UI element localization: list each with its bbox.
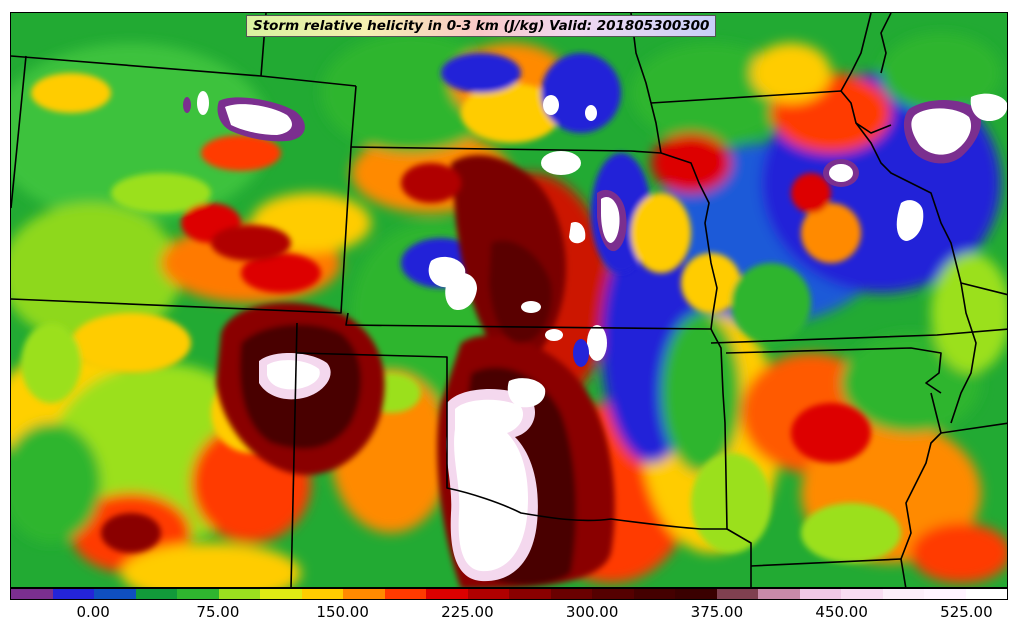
colorbar-tick-label: 75.00 bbox=[196, 603, 240, 621]
colorbar-segment bbox=[301, 589, 343, 599]
colorbar-segment bbox=[799, 589, 841, 599]
field-max-cores bbox=[183, 91, 1007, 582]
colorbar-labels: 0.00 75.00 150.00 225.00 300.00 375.00 450.00 5… bbox=[10, 601, 1008, 625]
colorbar-segment bbox=[11, 589, 53, 599]
colorbar-tick-label: 525.00 bbox=[940, 603, 993, 621]
colorbar-segment bbox=[343, 589, 385, 599]
colorbar bbox=[10, 588, 1008, 600]
colorbar-segment bbox=[509, 589, 551, 599]
colorbar-segment bbox=[260, 589, 302, 599]
colorbar-segment bbox=[592, 589, 634, 599]
colorbar-tick-label: 150.00 bbox=[316, 603, 369, 621]
colorbar-tick-label: 0.00 bbox=[76, 603, 110, 621]
colorbar-segment bbox=[965, 589, 1007, 599]
helicity-map bbox=[10, 12, 1008, 588]
colorbar-segment bbox=[467, 589, 509, 599]
colorbar-segment bbox=[716, 589, 758, 599]
helicity-field-svg bbox=[11, 13, 1007, 587]
colorbar-segment bbox=[924, 589, 966, 599]
map-title: Storm relative helicity in 0-3 km (J/kg)… bbox=[246, 15, 717, 37]
colorbar-segment bbox=[633, 589, 675, 599]
colorbar-segment bbox=[882, 589, 924, 599]
colorbar-segment bbox=[384, 589, 426, 599]
colorbar-segment bbox=[550, 589, 592, 599]
colorbar-segment bbox=[177, 589, 219, 599]
colorbar-segment bbox=[94, 589, 136, 599]
colorbar-segment bbox=[675, 589, 717, 599]
colorbar-tick-label: 300.00 bbox=[565, 603, 619, 621]
colorbar-tick-label: 450.00 bbox=[815, 603, 868, 621]
colorbar-segment bbox=[52, 589, 94, 599]
colorbar-segment bbox=[218, 589, 260, 599]
colorbar-segment bbox=[841, 589, 883, 599]
colorbar-segment bbox=[758, 589, 800, 599]
colorbar-tick-label: 375.00 bbox=[690, 603, 744, 621]
colorbar-segment bbox=[426, 589, 468, 599]
state-boundaries bbox=[11, 13, 1007, 587]
colorbar-tick-label: 225.00 bbox=[441, 603, 494, 621]
colorbar-segment bbox=[135, 589, 177, 599]
